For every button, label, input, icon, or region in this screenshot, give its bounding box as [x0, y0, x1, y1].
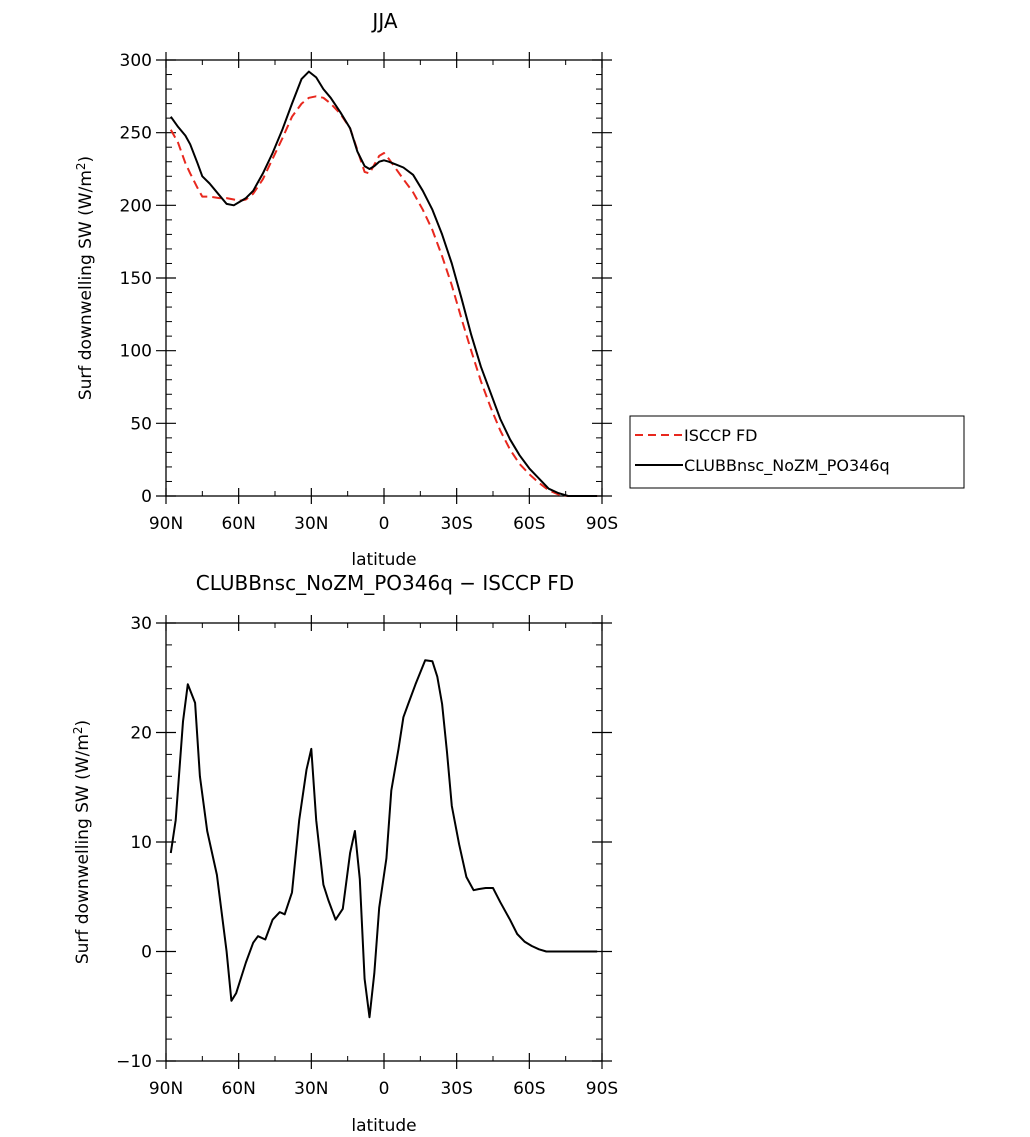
- top-y-axis-label: Surf downwelling SW (W/m2): [74, 156, 96, 400]
- bottom-y-axis-label-sup: 2: [71, 726, 85, 734]
- bottom-x-axis-label: latitude: [351, 1116, 416, 1136]
- top-y-tick-label: 200: [120, 196, 152, 216]
- legend-box: [629, 415, 965, 489]
- top-x-tick-label: 0: [379, 514, 390, 534]
- top-y-tick-label: 100: [120, 342, 152, 362]
- top-y-tick-label: 150: [120, 269, 152, 289]
- bottom-x-tick-labels: 90N 60N 30N 0 30S 60S 90S: [149, 1079, 618, 1099]
- bottom-y-tick-label: −10: [116, 1052, 152, 1072]
- bottom-y-tick-label: 30: [130, 614, 152, 634]
- top-panel: JJA 90N 60N 30N 0 30S 60S 90S 0 50 100 150 200 250 3…: [74, 9, 618, 570]
- top-series-line-2: [169, 70, 598, 497]
- top-chart-title: JJA: [370, 9, 397, 33]
- top-y-tick-label: 0: [141, 487, 152, 507]
- top-x-tick-label: 60S: [513, 514, 545, 534]
- bottom-y-tick-labels: −10 0 10 20 30: [116, 614, 152, 1072]
- top-y-tick-label: 50: [130, 414, 152, 434]
- top-series-line-1: [169, 95, 598, 497]
- bottom-y-axis-label: Surf downwelling SW (W/m2): [71, 720, 93, 964]
- top-y-axis-label-end: ): [76, 156, 96, 163]
- bottom-axis-ticks: [156, 615, 612, 1069]
- bottom-x-tick-label: 90N: [149, 1079, 183, 1099]
- top-y-axis-label-main: Surf downwelling SW (W/m: [76, 170, 96, 400]
- bottom-y-axis-label-main: Surf downwelling SW (W/m: [73, 734, 93, 964]
- bottom-x-tick-label: 90S: [586, 1079, 618, 1099]
- top-x-tick-labels: 90N 60N 30N 0 30S 60S 90S: [149, 514, 618, 534]
- legend-label-clubb: CLUBBnsc_NoZM_PO346q: [684, 456, 890, 476]
- bottom-x-tick-label: 0: [379, 1079, 390, 1099]
- top-y-tick-label: 300: [120, 51, 152, 71]
- top-y-tick-label: 250: [120, 124, 152, 144]
- top-x-tick-label: 30N: [294, 514, 328, 534]
- top-y-tick-labels: 0 50 100 150 200 250 300: [120, 51, 152, 507]
- bottom-y-tick-label: 0: [141, 943, 152, 963]
- bottom-y-axis-label-end: ): [73, 720, 93, 727]
- top-x-tick-label: 60N: [221, 514, 255, 534]
- bottom-series-line-1: [169, 659, 598, 1019]
- bottom-x-tick-label: 30S: [440, 1079, 472, 1099]
- top-plot-frame: [165, 59, 603, 497]
- top-y-axis-label-sup: 2: [74, 162, 88, 170]
- top-x-tick-label: 90S: [586, 514, 618, 534]
- top-series-lines: [169, 70, 598, 497]
- legend-label-isccp: ISCCP FD: [684, 426, 757, 445]
- bottom-y-tick-label: 10: [130, 833, 152, 853]
- bottom-series-lines: [169, 659, 598, 1019]
- top-x-tick-label: 30S: [440, 514, 472, 534]
- bottom-x-tick-label: 60N: [221, 1079, 255, 1099]
- top-x-axis-label: latitude: [351, 550, 416, 570]
- bottom-x-tick-label: 30N: [294, 1079, 328, 1099]
- top-axis-ticks: [156, 52, 612, 504]
- bottom-x-tick-label: 60S: [513, 1079, 545, 1099]
- bottom-panel: CLUBBnsc_NoZM_PO346q − ISCCP FD 90N 60N 30…: [71, 571, 618, 1136]
- bottom-chart-title: CLUBBnsc_NoZM_PO346q − ISCCP FD: [196, 571, 574, 595]
- top-x-tick-label: 90N: [149, 514, 183, 534]
- bottom-y-tick-label: 20: [130, 724, 152, 744]
- legend: ISCCP FD CLUBBnsc_NoZM_PO346q: [629, 415, 965, 489]
